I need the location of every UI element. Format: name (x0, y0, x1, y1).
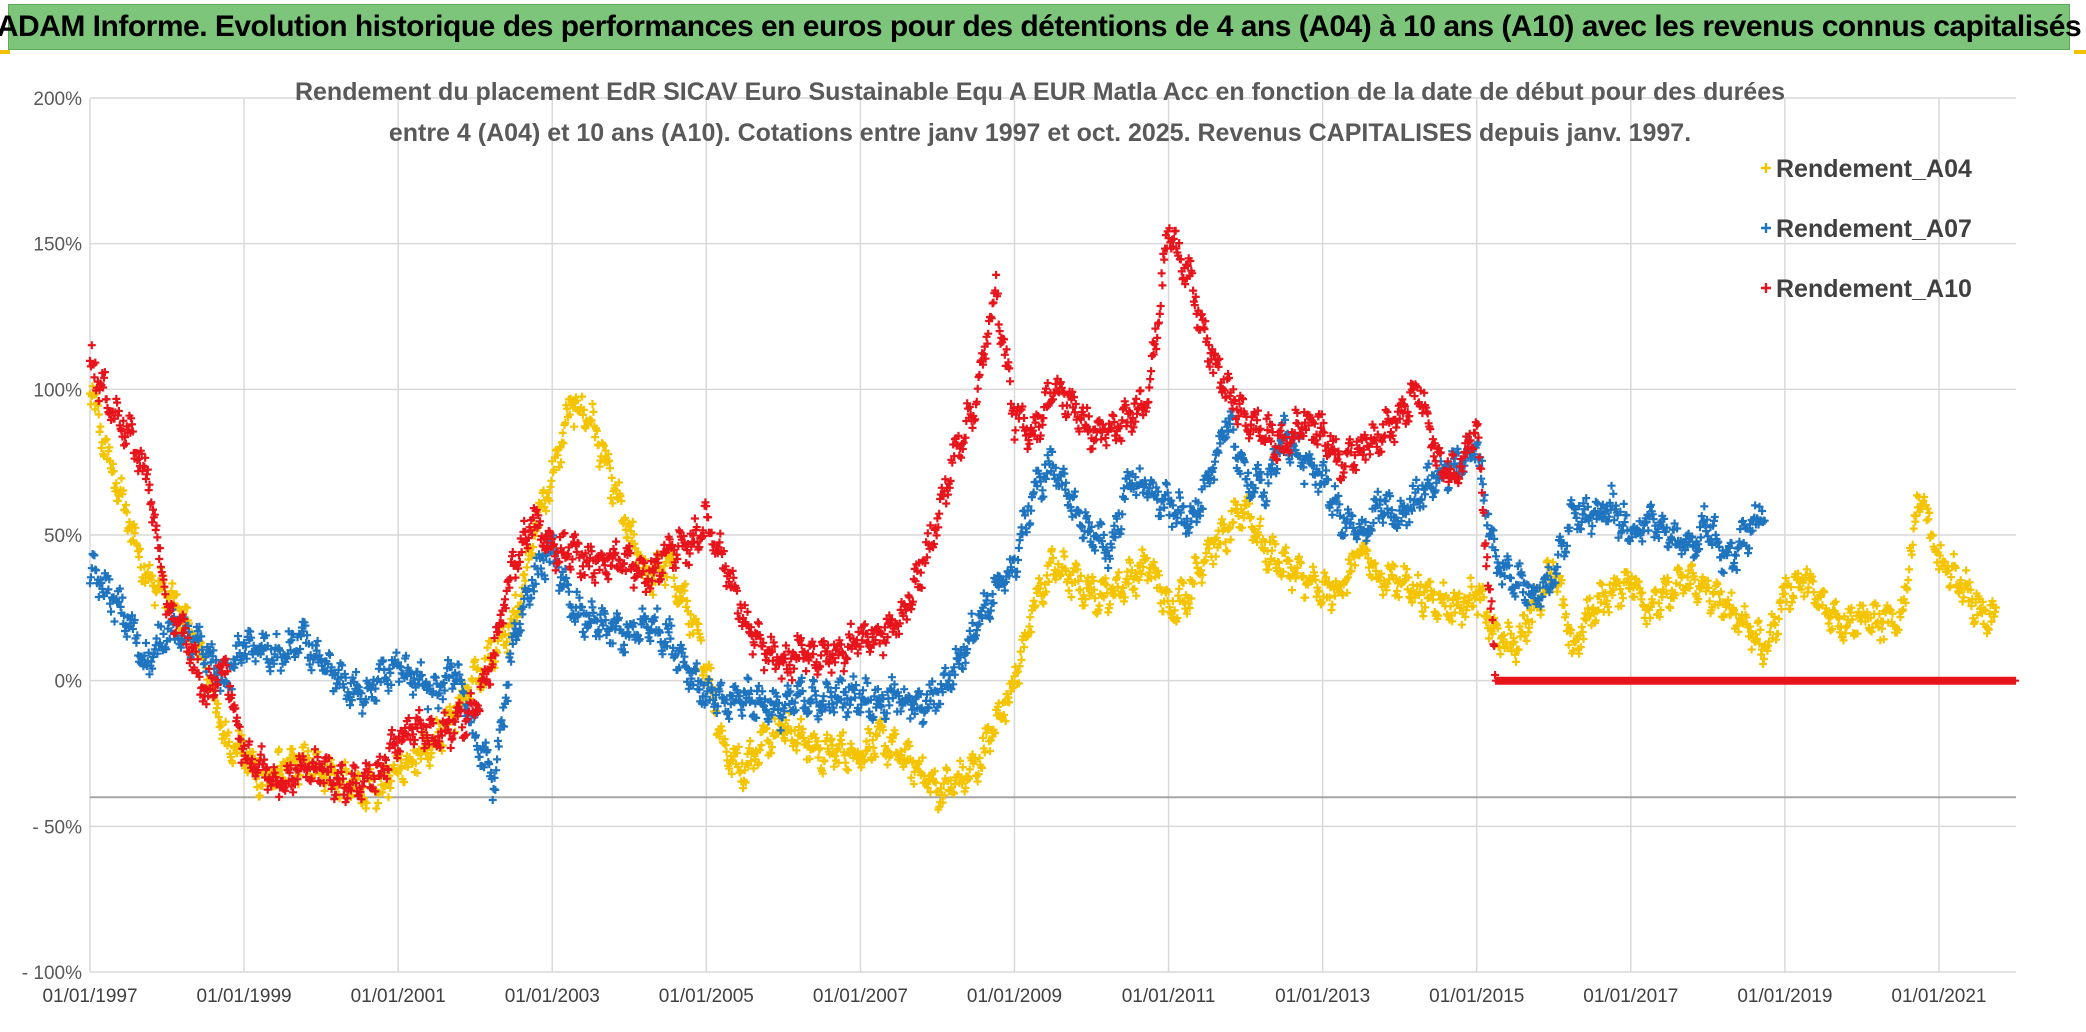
x-tick-label: 01/01/2005 (659, 986, 754, 1007)
legend-marker (1761, 223, 1771, 233)
x-tick-label: 01/01/2003 (505, 986, 600, 1007)
legend-label: Rendement_A10 (1776, 275, 1972, 303)
chart-title-line2: entre 4 (A04) et 10 ans (A10). Cotations… (389, 119, 1691, 147)
series-Rendement_A07 (86, 407, 1769, 804)
y-tick-label: 200% (33, 89, 82, 110)
y-tick-label: 150% (33, 235, 82, 256)
y-tick-label: - 100% (22, 963, 82, 984)
legend-label: Rendement_A04 (1776, 155, 1972, 183)
x-tick-label: 01/01/2011 (1122, 986, 1216, 1007)
y-tick-label: - 50% (32, 817, 82, 838)
legend-marker (1761, 163, 1771, 173)
y-tick-label: 50% (44, 526, 82, 547)
banner-title: ADAM Informe. Evolution historique des p… (0, 10, 2082, 43)
grid-layer (89, 97, 2016, 973)
series-Rendement_A04 (86, 382, 2000, 814)
x-tick-label: 01/01/1999 (197, 986, 292, 1007)
x-tick-label: 01/01/1997 (42, 986, 137, 1007)
series-layer (86, 224, 2019, 814)
x-tick-label: 01/01/2021 (1891, 986, 1986, 1007)
performance-chart: 200% 150% 100% 50% 0% - 50% - 100%01/01/1997 01… (22, 78, 2019, 1007)
legend-label: Rendement_A07 (1776, 215, 1972, 243)
banner: ADAM Informe. Evolution historique des p… (0, 4, 2082, 50)
chart-title-line1: Rendement du placement EdR SICAV Euro Su… (295, 78, 1785, 106)
x-tick-label: 01/01/2013 (1275, 986, 1370, 1007)
x-tick-label: 01/01/2019 (1737, 986, 1832, 1007)
x-tick-label: 01/01/2007 (813, 986, 908, 1007)
x-tick-label: 01/01/2017 (1583, 986, 1678, 1007)
series-markers (86, 407, 1769, 804)
legend-marker (1761, 283, 1771, 293)
legend: Rendement_A04 Rendement_A07 Rendement_A10 (1761, 155, 1972, 303)
axis-layer: 200% 150% 100% 50% 0% - 50% - 100%01/01/1997 01… (22, 89, 1987, 1007)
y-tick-label: 0% (55, 672, 83, 693)
series-markers (86, 382, 2000, 814)
y-tick-label: 100% (33, 380, 82, 401)
series-markers (86, 224, 2019, 807)
corner-accent-right (2074, 50, 2086, 54)
x-tick-label: 01/01/2015 (1429, 986, 1524, 1007)
x-tick-label: 01/01/2009 (967, 986, 1062, 1007)
corner-accent-left (0, 50, 10, 54)
series-Rendement_A10 (86, 224, 2019, 807)
x-tick-label: 01/01/2001 (351, 986, 446, 1007)
